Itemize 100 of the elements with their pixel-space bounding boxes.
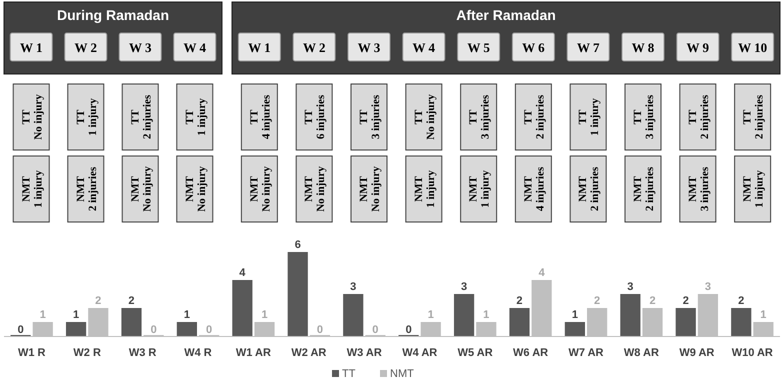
category-label: W 3 <box>128 40 152 55</box>
x-tick-label: W2 AR <box>291 347 326 359</box>
text: TT 3 injuries <box>632 94 656 140</box>
bar <box>343 294 364 336</box>
x-tick-label: W9 AR <box>679 347 714 359</box>
text: NMT 4 injuries <box>522 166 546 212</box>
text: NMT 1 injury <box>412 170 437 208</box>
text: TT 1 injury <box>184 98 208 136</box>
text: NMT 1 injury <box>742 170 766 208</box>
x-tick-label: W2 R <box>73 347 101 359</box>
legend-label: TT <box>342 368 356 380</box>
bar <box>121 308 142 336</box>
category-label: W 5 <box>467 40 490 55</box>
category-label: W 7 <box>576 40 600 55</box>
bar <box>288 252 308 336</box>
data-label: 3 <box>627 281 634 293</box>
data-label: 1 <box>40 309 46 321</box>
category-label: W 2 <box>74 40 98 55</box>
bar <box>731 308 752 336</box>
text: NMT 2 injuries <box>577 166 602 212</box>
data-label: 6 <box>294 239 301 251</box>
category-label: W 8 <box>632 40 655 55</box>
x-tick-label: W3 AR <box>346 347 382 359</box>
x-tick-label: W3 R <box>128 347 156 359</box>
text: NMT 2 injuries <box>74 166 99 212</box>
x-tick-label: W4 AR <box>402 347 438 359</box>
text: After Ramadan <box>456 7 556 23</box>
data-label: 0 <box>372 324 378 336</box>
data-label: 2 <box>649 295 656 307</box>
data-label: 2 <box>594 295 600 307</box>
data-label: 4 <box>538 267 546 279</box>
bar <box>66 322 86 336</box>
bar <box>564 322 585 336</box>
data-label: 2 <box>95 295 102 307</box>
text: NMT No injury <box>358 166 382 212</box>
data-label: 3 <box>704 281 712 293</box>
category-label: W 3 <box>358 40 381 55</box>
text: TT 1 injury <box>74 98 99 136</box>
x-tick-label: W1 AR <box>236 347 271 359</box>
data-label: 0 <box>406 324 412 336</box>
text: TT 2 injuries <box>522 94 546 140</box>
category-label: W 1 <box>248 40 271 55</box>
text: TT 3 injuries <box>358 94 382 140</box>
x-tick-label: W5 AR <box>458 347 493 359</box>
data-label: 2 <box>516 295 523 307</box>
text: NMT 1 injury <box>20 170 44 208</box>
text: TT 1 injury <box>577 98 602 136</box>
data-label: 3 <box>350 281 356 293</box>
data-label: 1 <box>261 309 268 321</box>
bar <box>620 294 640 336</box>
data-label: 3 <box>460 281 468 293</box>
text: NMT No injury <box>303 166 328 212</box>
bar <box>176 322 197 336</box>
data-label: 0 <box>18 324 24 336</box>
category-label: W 2 <box>302 40 326 55</box>
data-label: 1 <box>572 309 578 321</box>
data-label: 2 <box>128 295 135 307</box>
text: NMT No injury <box>248 166 272 212</box>
category-label: W 4 <box>183 40 207 55</box>
data-label: 0 <box>316 324 324 336</box>
data-label: 1 <box>428 309 434 321</box>
category-label: W 6 <box>522 40 546 55</box>
text: TT 6 injuries <box>303 94 328 140</box>
bar <box>232 280 252 336</box>
text: During Ramadan <box>56 7 170 23</box>
text: NMT No injury <box>129 166 154 212</box>
data-label: 0 <box>150 324 157 336</box>
text: TT 2 injuries <box>742 94 766 140</box>
x-tick-label: W4 R <box>184 347 212 359</box>
text: TT 4 injuries <box>248 94 272 140</box>
text: NMT 3 injuries <box>686 166 711 212</box>
text: TT No injury <box>412 94 437 140</box>
bar <box>509 308 530 336</box>
category-label: W 1 <box>20 40 43 55</box>
bar <box>454 294 474 336</box>
x-tick-label: W1 R <box>18 347 46 359</box>
data-label: 1 <box>760 309 766 321</box>
text: NMT 2 injuries <box>632 166 656 212</box>
text: TT No injury <box>20 94 44 140</box>
data-label: 1 <box>72 309 80 321</box>
data-label: 4 <box>239 267 246 279</box>
data-label: 2 <box>682 295 689 307</box>
text: TT 3 injuries <box>468 94 492 140</box>
data-label: 0 <box>206 324 212 336</box>
text: TT 2 injuries <box>129 94 154 140</box>
bar <box>676 308 696 336</box>
category-label: W 9 <box>686 40 710 55</box>
data-label: 2 <box>738 295 744 307</box>
x-tick-label: W10 AR <box>732 347 773 359</box>
category-label: W 10 <box>738 40 768 55</box>
category-label: W 4 <box>412 40 436 55</box>
x-tick-label: W6 AR <box>513 347 548 359</box>
legend-label: NMT <box>390 368 414 380</box>
data-label: 1 <box>483 309 490 321</box>
text: TT 2 injuries <box>686 94 711 140</box>
x-tick-label: W7 AR <box>568 347 604 359</box>
text: NMT No injury <box>184 166 208 212</box>
x-tick-label: W8 AR <box>624 347 659 359</box>
text: NMT 1 injury <box>468 170 492 208</box>
data-label: 1 <box>184 309 190 321</box>
